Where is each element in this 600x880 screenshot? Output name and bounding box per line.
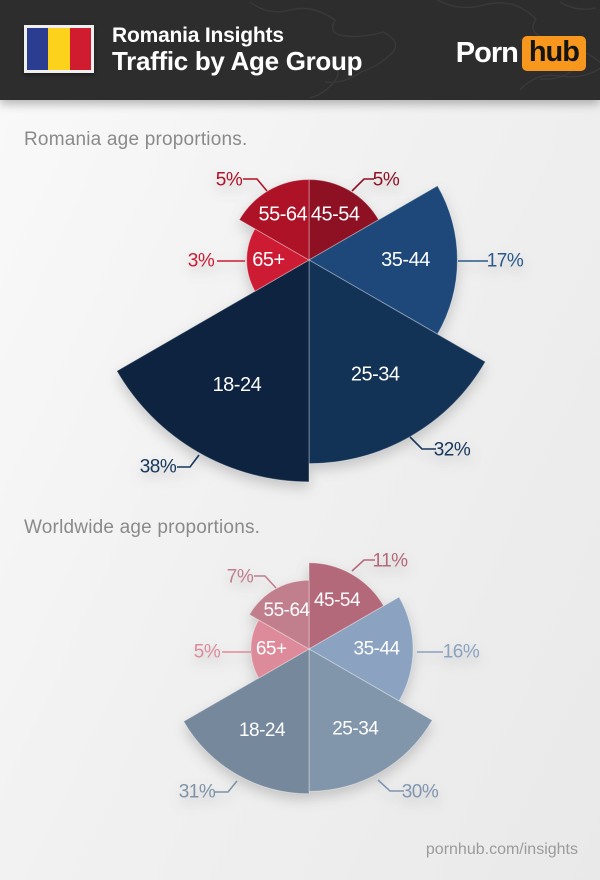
slice-18-24 [116,259,310,483]
slice-65+ [246,228,310,292]
slice-label-55-64: 55-64 [258,204,307,226]
slice-label-45-54: 45-54 [311,204,360,226]
slice-65+ [250,619,310,679]
callout-value-65+: 5% [194,642,221,663]
slice-label-18-24: 18-24 [213,374,262,396]
slice-label-18-24: 18-24 [239,720,286,741]
callout-value-25-34: 32% [434,440,471,461]
callout-value-45-54: 5% [373,170,400,191]
callout-value-65+: 3% [188,251,215,272]
flag-stripe-blue [27,28,49,70]
header: Romania Insights Traffic by Age Group Po… [0,0,600,100]
callout-value-18-24: 31% [179,782,216,803]
callout-value-55-64: 5% [216,170,243,191]
slice-label-35-44: 35-44 [354,639,401,660]
slice-label-65+: 65+ [252,249,284,271]
slice-label-35-44: 35-44 [381,249,430,271]
slice-55-64 [248,579,310,650]
callout-value-45-54: 11% [372,551,408,572]
callout-value-25-34: 30% [402,782,439,803]
callout-line-55-64 [254,575,277,589]
flag-stripe-yellow [48,28,70,70]
header-subtitle: Romania Insights [112,24,284,47]
logo-hub-badge: hub [521,36,586,71]
slice-45-54 [308,178,380,261]
callout-line-45-54 [351,559,375,572]
slice-35-44 [307,596,414,702]
slice-label-65+: 65+ [256,639,287,660]
flag-stripe-red [69,28,91,70]
callout-value-18-24: 38% [140,457,177,478]
slice-label-25-34: 25-34 [332,719,379,740]
slice-18-24 [182,648,310,795]
callout-line-25-34 [409,436,436,450]
slice-45-54 [308,562,385,650]
callout-line-18-24 [214,780,238,793]
callout-line-45-54 [351,178,374,192]
section-title-worldwide: Worldwide age proportions. [24,517,261,538]
callout-line-25-34 [377,779,404,792]
callout-line-18-24 [177,454,200,468]
slice-25-34 [308,259,487,465]
pornhub-logo: Porn hub [456,36,586,71]
footer: pornhub.com/insights [426,841,578,859]
callout-line-55-64 [243,178,268,192]
page-title: Traffic by Age Group [112,46,363,77]
slice-label-25-34: 25-34 [351,364,400,386]
logo-porn-text: Porn [455,37,519,69]
callout-value-35-44: 17% [487,251,524,272]
romania-flag-icon [24,25,94,73]
footer-url: pornhub.com/insights [425,841,578,858]
callout-value-35-44: 16% [443,642,480,663]
romania-rose-chart: 45-54 5% 35-44 17% 25-34 32% 18-24 38% 65+ 3% 55-6… [116,170,524,483]
slice-25-34 [308,648,433,792]
slice-label-45-54: 45-54 [314,590,361,611]
worldwide-rose-chart: 45-54 11% 35-44 16% 25-34 30% 18-24 31% 65+ 5% 55-… [179,551,481,803]
section-title-romania: Romania age proportions. [24,129,248,150]
slice-55-64 [238,178,310,261]
slice-label-55-64: 55-64 [264,600,311,621]
callout-value-55-64: 7% [227,567,254,588]
header-titles: Romania Insights Traffic by Age Group [112,24,362,76]
slice-35-44 [308,185,458,335]
